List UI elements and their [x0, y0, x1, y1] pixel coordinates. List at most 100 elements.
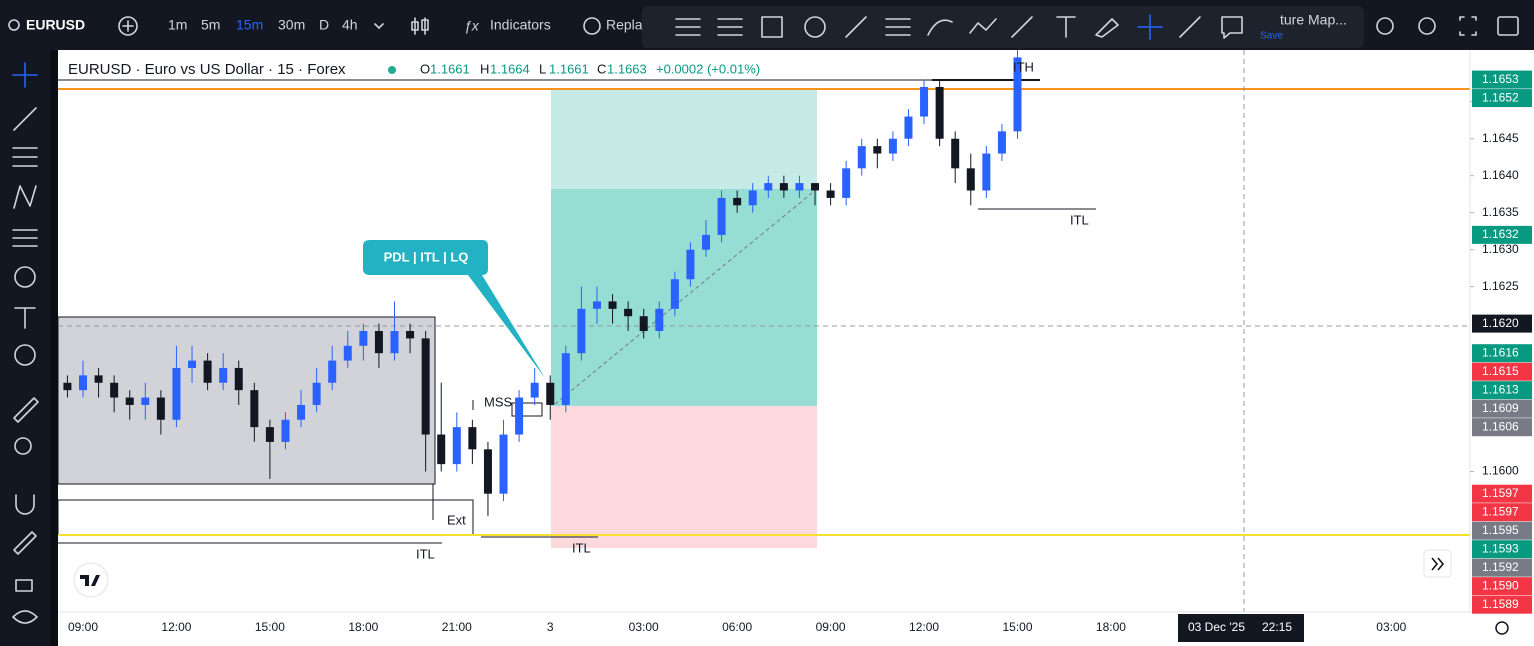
- tool[interactable]: [675, 18, 701, 36]
- x-tick-label: 09:00: [68, 620, 98, 634]
- tool-lock[interactable]: [15, 579, 33, 592]
- candle-body: [219, 367, 228, 383]
- tool-brush[interactable]: [14, 266, 36, 288]
- ohlc-value: 1.1661: [549, 61, 589, 76]
- layout-status: Save: [1260, 31, 1283, 42]
- tool[interactable]: [1056, 16, 1076, 38]
- candle-body: [577, 308, 586, 354]
- price-badge: [1472, 362, 1532, 381]
- candle-body: [312, 382, 321, 405]
- candle-body: [156, 397, 165, 420]
- price-badge-label: 1.1606: [1482, 419, 1519, 433]
- candle-body: [265, 427, 274, 442]
- price-badge: [1472, 314, 1532, 333]
- logo: [73, 562, 109, 598]
- annotation: MSS: [484, 394, 513, 409]
- price-badge-label: 1.1652: [1482, 90, 1519, 104]
- interval[interactable]: 15m: [236, 17, 263, 33]
- tool-hide[interactable]: [12, 610, 38, 624]
- settings[interactable]: [1418, 17, 1436, 35]
- candle-body: [826, 190, 835, 198]
- snapshot[interactable]: [1497, 16, 1519, 36]
- tool-text[interactable]: [14, 307, 36, 329]
- candle-body: [374, 331, 383, 354]
- x-tick-label: 03:00: [629, 620, 659, 634]
- tool-lock-drawings[interactable]: [13, 531, 37, 555]
- tool-crosshair[interactable]: [12, 62, 38, 88]
- tool[interactable]: [969, 18, 997, 34]
- price-badge-label: 1.1609: [1482, 401, 1519, 415]
- candles: [63, 50, 1022, 516]
- tool[interactable]: [1137, 14, 1163, 40]
- floating-tools: [675, 14, 1243, 40]
- compare-icon: [122, 20, 134, 32]
- interval[interactable]: 1m: [168, 17, 187, 33]
- y-tick-label: 1.1630: [1482, 242, 1519, 256]
- replay-icon[interactable]: [583, 17, 601, 35]
- tool-emoji[interactable]: [14, 344, 36, 366]
- annotation: ITL: [572, 540, 591, 555]
- right-tools: [1376, 16, 1519, 36]
- tool-fib[interactable]: [12, 147, 38, 167]
- tool[interactable]: [804, 16, 826, 38]
- interval[interactable]: D: [319, 17, 329, 33]
- candle-body: [281, 419, 290, 442]
- tool[interactable]: [717, 18, 743, 36]
- interval[interactable]: 4h: [342, 17, 358, 33]
- indicators[interactable]: Indicators: [490, 17, 551, 33]
- candle-body: [733, 197, 742, 206]
- tool[interactable]: [845, 16, 867, 38]
- candle-body: [639, 316, 648, 331]
- drawing-tools: [12, 62, 39, 624]
- search-icon[interactable]: [8, 19, 20, 31]
- cursor-time-badge: [1178, 614, 1304, 642]
- y-tick-label: 1.1625: [1482, 279, 1519, 293]
- tool[interactable]: [885, 18, 911, 36]
- tool[interactable]: [1221, 16, 1243, 39]
- annotation: ITH: [1013, 59, 1034, 74]
- tool-ruler[interactable]: [13, 397, 39, 423]
- tool[interactable]: [927, 19, 953, 36]
- interval-menu[interactable]: [374, 23, 384, 29]
- replay[interactable]: Repla: [606, 17, 643, 33]
- y-tick-label: 1.1600: [1482, 464, 1519, 478]
- range-box: [58, 316, 436, 485]
- candle-body: [982, 153, 991, 191]
- candle-body: [935, 86, 944, 139]
- tool-pattern[interactable]: [13, 185, 37, 209]
- interval[interactable]: 5m: [201, 17, 220, 33]
- price-badge-label: 1.1593: [1482, 541, 1519, 555]
- candle-body: [483, 449, 492, 494]
- settings-icon[interactable]: [1495, 621, 1509, 635]
- layout-name[interactable]: ture Map...: [1280, 12, 1347, 28]
- candle-body: [452, 427, 461, 465]
- x-tick-label: 15:00: [1002, 620, 1032, 634]
- candle-body: [904, 116, 913, 139]
- interval[interactable]: 30m: [278, 17, 305, 33]
- tool-zoom[interactable]: [14, 437, 32, 455]
- chart-type[interactable]: [411, 17, 429, 35]
- tool[interactable]: [761, 16, 783, 38]
- tool[interactable]: [1179, 16, 1201, 38]
- candle-body: [561, 353, 570, 405]
- compare-button[interactable]: [118, 16, 138, 36]
- alert[interactable]: [1376, 17, 1394, 35]
- price-badge-label: 1.1589: [1482, 597, 1519, 611]
- candle-body: [764, 183, 773, 191]
- tool-projection[interactable]: [12, 229, 38, 247]
- fullscreen[interactable]: [1459, 16, 1477, 36]
- x-tick-label: 03:00: [1376, 620, 1406, 634]
- tool-line[interactable]: [13, 107, 37, 131]
- left-toolbar: [0, 50, 50, 646]
- price-badge-label: 1.1613: [1482, 382, 1519, 396]
- annotation: ITL: [1070, 212, 1089, 227]
- tool-magnet[interactable]: [15, 494, 35, 515]
- price-badge-label: 1.1616: [1482, 345, 1519, 359]
- x-tick-label: 12:00: [161, 620, 191, 634]
- tool[interactable]: [1011, 16, 1033, 38]
- tool[interactable]: [1095, 18, 1119, 38]
- price-badge: [1472, 381, 1532, 400]
- price-badge: [1472, 399, 1532, 418]
- symbol[interactable]: EURUSD: [26, 17, 85, 33]
